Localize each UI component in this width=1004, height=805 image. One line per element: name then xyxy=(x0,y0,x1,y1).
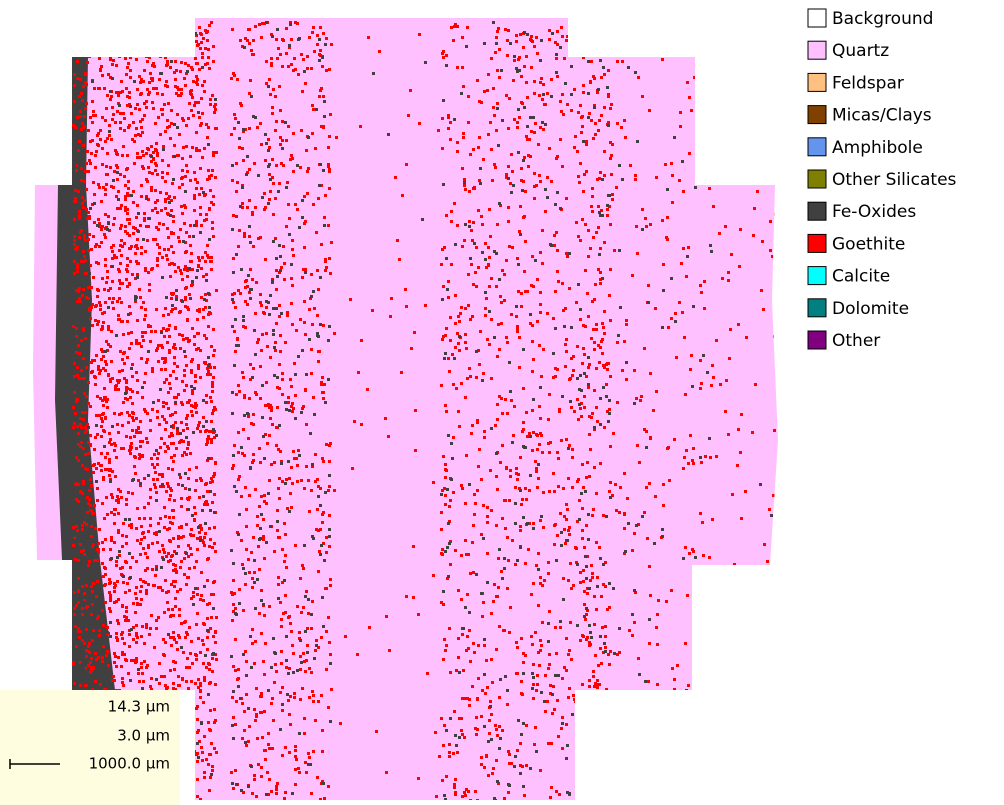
step-size: 3.0 µm xyxy=(117,727,170,745)
legend-label: Background xyxy=(832,9,933,29)
legend-swatch xyxy=(808,9,826,27)
scale-box: 14.3 µm 3.0 µm 1000.0 µm xyxy=(0,690,180,805)
mineral-map: Background Quartz Feldspar Micas/Clays Amphi… xyxy=(0,0,1004,805)
legend-swatch xyxy=(808,202,826,220)
legend-swatch xyxy=(808,138,826,156)
legend: Background Quartz Feldspar Micas/Clays Amphi… xyxy=(808,9,957,351)
legend-label: Feldspar xyxy=(832,73,904,93)
legend-label: Dolomite xyxy=(832,299,909,319)
pixel-size: 14.3 µm xyxy=(108,698,170,716)
legend-swatch xyxy=(808,299,826,317)
mineral-map-view: Background Quartz Feldspar Micas/Clays Amphi… xyxy=(0,0,1004,805)
legend-swatch xyxy=(808,170,826,188)
legend-swatch xyxy=(808,41,826,59)
legend-label: Micas/Clays xyxy=(832,106,932,126)
legend-label: Fe-Oxides xyxy=(832,202,916,222)
legend-label: Goethite xyxy=(832,234,905,254)
bar-length: 1000.0 µm xyxy=(89,755,170,773)
legend-label: Other xyxy=(832,331,880,351)
legend-label: Quartz xyxy=(832,41,889,61)
legend-swatch xyxy=(808,106,826,124)
legend-swatch xyxy=(808,73,826,91)
legend-label: Other Silicates xyxy=(832,170,957,190)
legend-swatch xyxy=(808,331,826,349)
legend-swatch xyxy=(808,234,826,252)
legend-label: Calcite xyxy=(832,267,890,287)
legend-label: Amphibole xyxy=(832,138,923,158)
legend-swatch xyxy=(808,267,826,285)
